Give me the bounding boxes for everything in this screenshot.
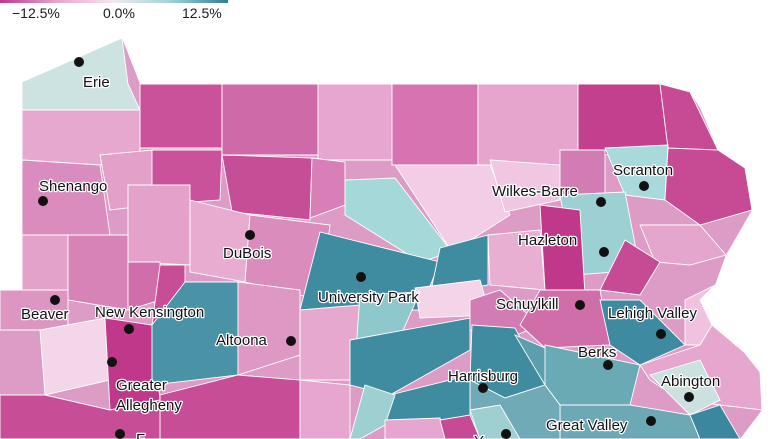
county-mercer (21, 159, 111, 236)
campus-label: Harrisburg (448, 368, 518, 385)
county-northampton-west (599, 239, 661, 296)
campus-label: Shenango (39, 178, 107, 195)
campus-dubois[interactable]: DuBois (222, 230, 273, 263)
counties (0, 37, 763, 439)
campus-wilkes-barre[interactable]: Wilkes-Barre (491, 182, 606, 207)
campus-dot (124, 324, 134, 334)
campus-abington[interactable]: Abington (660, 372, 721, 402)
campus-erie[interactable]: Erie (74, 57, 111, 92)
campus-label: DuBois (223, 245, 271, 262)
county-mckean (221, 83, 319, 156)
campus-altoona[interactable]: Altoona (215, 331, 296, 350)
campus-dot (245, 230, 255, 240)
campus-dot (107, 357, 117, 367)
campus-label-line2: Allegheny (116, 397, 182, 414)
campus-schuylkill[interactable]: Schuylkill (495, 295, 585, 314)
county-tioga (391, 83, 479, 166)
campus-dot (356, 272, 366, 282)
campus-dot (684, 392, 694, 402)
campus-york[interactable]: Y (473, 429, 511, 439)
campus-harrisburg[interactable]: Harrisburg (447, 367, 519, 393)
county-clarion (127, 184, 191, 266)
county-butler (67, 234, 129, 311)
campus-dot (596, 197, 606, 207)
county-elk (221, 154, 313, 221)
campus-scranton[interactable]: Scranton (612, 161, 674, 191)
campus-hazleton[interactable]: Hazleton (517, 231, 609, 257)
legend-color-bar (0, 0, 228, 3)
county-carbon (539, 204, 586, 296)
campus-dot (286, 336, 296, 346)
campus-university-park[interactable]: University Park (317, 272, 421, 307)
county-clinton (344, 177, 453, 263)
campus-dot (646, 416, 656, 426)
county-perry (349, 384, 396, 439)
county-schuylkill (519, 289, 611, 349)
county-monroe (639, 224, 727, 266)
county-york (439, 414, 481, 439)
county-potter (317, 83, 393, 161)
legend-tick-positive: 12.5% (182, 5, 222, 21)
campus-label: Erie (83, 74, 110, 91)
campus-dot (115, 429, 125, 439)
county-lycoming (394, 164, 511, 253)
campus-label: University Park (318, 289, 419, 306)
county-cambria (151, 281, 239, 386)
campus-label: Berks (578, 344, 616, 361)
campus-label: Altoona (216, 332, 268, 349)
campus-dot (38, 196, 48, 206)
legend-tick-negative: −12.5% (12, 5, 60, 21)
campus-new-kensington[interactable]: New Kensington (94, 303, 205, 334)
campus-dot (599, 247, 609, 257)
campus-dot (478, 383, 488, 393)
legend-tick-zero: 0.0% (103, 5, 135, 21)
campus-label: F (136, 431, 145, 439)
county-erie (21, 37, 141, 111)
campus-dot (656, 329, 666, 339)
campus-label: New Kensington (95, 304, 204, 321)
county-warren (139, 83, 223, 149)
campus-label: Lehigh Valley (608, 305, 697, 322)
campus-dot (575, 300, 585, 310)
campus-dot (501, 429, 511, 439)
campus-dot (74, 57, 84, 67)
county-montgomery-east (649, 359, 721, 416)
county-greene (0, 394, 161, 439)
campus-dot (603, 360, 613, 370)
county-delaware (689, 404, 741, 439)
county-adams (384, 417, 446, 439)
county-jefferson (189, 199, 251, 283)
campus-label: Abington (661, 373, 720, 390)
campus-dot (50, 295, 60, 305)
campus-label: Schuylkill (496, 296, 559, 313)
campus-label: Greater Allegheny (116, 377, 182, 414)
campus-label: Hazleton (518, 232, 577, 249)
campus-label: Scranton (613, 162, 673, 179)
campus-great-valley[interactable]: Great Valley (545, 416, 656, 435)
county-union (429, 234, 489, 296)
campus-greater-allegheny[interactable]: Greater Allegheny (107, 357, 184, 415)
campus-shenango[interactable]: Shenango (38, 177, 109, 206)
campus-label: Beaver (21, 306, 69, 323)
campus-berks[interactable]: Berks (577, 343, 618, 370)
campus-markers: Erie Shenango DuBois Beaver New Kensingt… (20, 57, 721, 439)
campus-label: Y (474, 433, 484, 439)
campus-label: Wilkes-Barre (492, 183, 578, 200)
county-lawrence (21, 234, 69, 291)
campus-dot (639, 181, 649, 191)
county-lehigh (599, 299, 686, 366)
county-fulton (299, 379, 351, 439)
campus-label: Great Valley (546, 417, 628, 434)
county-juniata (349, 317, 471, 396)
campus-lehigh-valley[interactable]: Lehigh Valley (607, 304, 699, 339)
campus-label-line1: Greater (116, 377, 167, 394)
campus-beaver[interactable]: Beaver (20, 295, 70, 324)
campus-fayette[interactable]: F (115, 429, 146, 439)
county-pike (664, 147, 753, 226)
